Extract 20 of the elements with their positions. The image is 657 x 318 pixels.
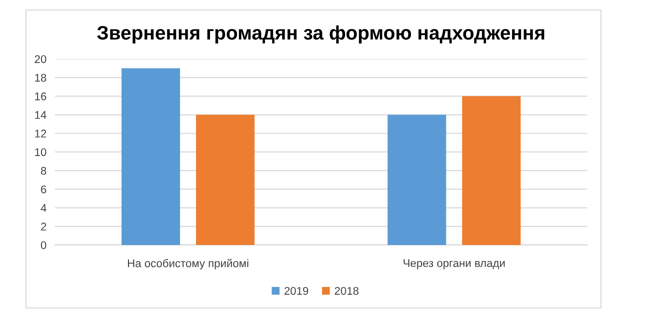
bar — [122, 68, 180, 245]
bar — [388, 114, 446, 245]
y-tick-label: 0 — [40, 241, 46, 250]
y-tick-label: 16 — [35, 92, 46, 100]
legend-label: 2018 — [334, 286, 358, 295]
x-tick-label: На особистому прийомі — [128, 258, 248, 270]
y-tick-label: 20 — [34, 55, 46, 64]
y-tick-label: 2 — [41, 222, 46, 230]
y-tick-label: 6 — [41, 185, 46, 194]
y-tick-label: 8 — [40, 166, 46, 175]
y-tick-label: 14 — [35, 111, 46, 119]
legend-label: 2019 — [284, 286, 308, 295]
y-tick-label: 18 — [35, 74, 46, 82]
x-tick-label: Через органи влади — [404, 259, 505, 270]
y-tick-label: 4 — [40, 204, 46, 212]
chart-title: Звернення громадян за формою надходження — [97, 25, 544, 44]
bar — [462, 96, 521, 245]
y-tick-label: 12 — [35, 130, 46, 138]
y-tick-label: 10 — [35, 148, 46, 156]
bar — [196, 114, 255, 245]
